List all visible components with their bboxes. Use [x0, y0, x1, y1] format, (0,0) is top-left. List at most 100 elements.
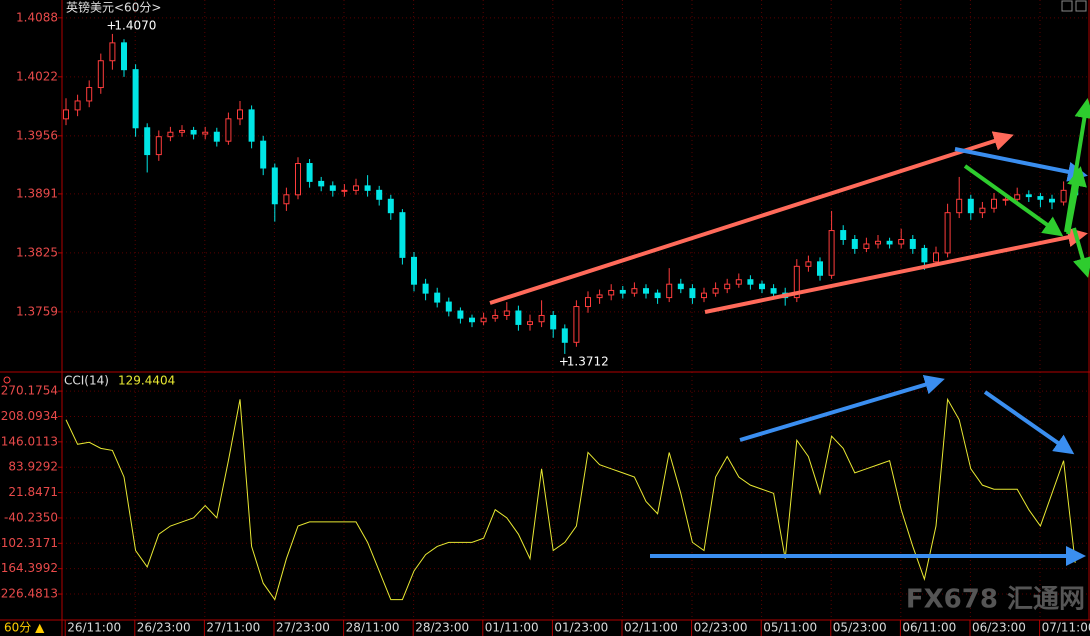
- y-tick-label: 208.0934: [1, 409, 58, 423]
- y-tick-label: 270.1754: [1, 384, 58, 398]
- candle-body: [202, 131, 209, 135]
- candle-body: [387, 198, 394, 214]
- candle-body: [898, 239, 905, 245]
- candle-body: [341, 189, 348, 192]
- x-tick-label: 06/11:00: [902, 621, 956, 635]
- candle-body: [1002, 198, 1009, 201]
- x-tick-label: 26/11:00: [67, 621, 121, 635]
- arrow: [954, 147, 1088, 182]
- candle-body: [631, 288, 638, 294]
- x-tick-label: 05/23:00: [833, 621, 887, 635]
- candle-body: [747, 279, 754, 285]
- candle-body: [1025, 194, 1032, 198]
- candle-body: [503, 310, 510, 316]
- candle-body: [643, 288, 649, 294]
- candle-body: [538, 314, 545, 323]
- annotation-marker: +: [559, 354, 569, 368]
- candle-body: [851, 239, 858, 249]
- candle-body: [863, 243, 870, 249]
- candle-body: [376, 189, 383, 200]
- candle-body: [886, 240, 893, 245]
- candle-body: [109, 42, 116, 62]
- pen-icon[interactable]: [1061, 0, 1073, 12]
- candle-body: [619, 289, 626, 294]
- y-tick-label: 146.0113: [1, 434, 58, 448]
- y-tick-label: -164.3992: [0, 561, 58, 575]
- candle-body: [422, 283, 429, 294]
- candle-body: [967, 198, 974, 214]
- candle-body: [167, 131, 174, 138]
- candle-body: [469, 317, 475, 323]
- candle-body: [399, 212, 406, 258]
- y-tick-label: -40.2350: [4, 510, 58, 524]
- candle-body: [793, 265, 800, 299]
- candle-body: [132, 69, 139, 129]
- candle-body: [596, 294, 603, 299]
- candle-body: [828, 230, 835, 276]
- candle-body: [956, 198, 963, 214]
- indicator-value: 129.4404: [118, 374, 175, 388]
- candle-body: [677, 283, 684, 290]
- y-tick-label: -102.3171: [0, 536, 58, 550]
- candle-body: [921, 247, 928, 263]
- window-icon[interactable]: [1075, 0, 1087, 12]
- annotation-marker: +: [106, 18, 116, 32]
- candle-body: [480, 317, 487, 323]
- y-tick-label: 1.3956: [16, 128, 58, 142]
- arrow: [489, 131, 1014, 305]
- arrow: [704, 227, 1088, 314]
- arrow: [739, 374, 945, 442]
- x-tick-label: 01/23:00: [554, 621, 608, 635]
- watermark: FX678 汇通网: [906, 585, 1085, 615]
- x-tick-label: 28/11:00: [346, 621, 400, 635]
- candle-body: [318, 180, 325, 187]
- candle-body: [933, 252, 939, 263]
- candle-body: [306, 163, 313, 182]
- candle-body: [585, 297, 591, 308]
- candle-body: [411, 256, 417, 285]
- candle-body: [271, 167, 278, 205]
- candle-body: [724, 283, 731, 290]
- candle-body: [1060, 189, 1067, 203]
- candle-body: [979, 207, 986, 214]
- candle-body: [329, 185, 336, 191]
- indicator-icon[interactable]: [3, 376, 11, 384]
- candle-body: [86, 87, 93, 102]
- indicator-name: CCI(14): [64, 374, 109, 388]
- candle-body: [144, 127, 151, 156]
- candle-body: [875, 240, 881, 245]
- chart-title: 英镑美元<60分>: [66, 0, 161, 15]
- candle-body: [991, 198, 997, 209]
- candle-body: [840, 230, 847, 241]
- y-tick-label: 1.3891: [16, 186, 58, 200]
- candle-body: [213, 131, 220, 142]
- candle-body: [457, 310, 464, 319]
- candle-body: [805, 261, 812, 267]
- y-tick-label: 1.3825: [16, 245, 58, 259]
- candle-body: [944, 212, 951, 254]
- candle-body: [364, 185, 371, 191]
- x-tick-label: 28/23:00: [415, 621, 469, 635]
- marks: +1.4070+1.3712: [63, 18, 1079, 601]
- candle-body: [155, 136, 162, 156]
- y-tick-label: 1.4022: [16, 69, 58, 83]
- candle-body: [97, 60, 104, 89]
- y-tick-label: 83.9292: [8, 460, 58, 474]
- x-tick-label: 06/23:00: [972, 621, 1026, 635]
- candle-body: [550, 314, 557, 330]
- y-tick-label: -226.4813: [0, 587, 58, 601]
- candle-body: [527, 321, 533, 325]
- candle-body: [817, 261, 823, 276]
- candle-body: [701, 292, 707, 299]
- candle-body: [248, 109, 255, 142]
- candle-body: [1014, 194, 1021, 200]
- period-label[interactable]: 60分 ▲: [4, 621, 45, 635]
- candle-body: [445, 301, 452, 312]
- x-tick-label: 05/11:00: [763, 621, 817, 635]
- annotation-label: 1.4070: [114, 18, 156, 32]
- grid: [62, 0, 1089, 620]
- candle-body: [561, 328, 568, 343]
- candle-body: [909, 239, 916, 249]
